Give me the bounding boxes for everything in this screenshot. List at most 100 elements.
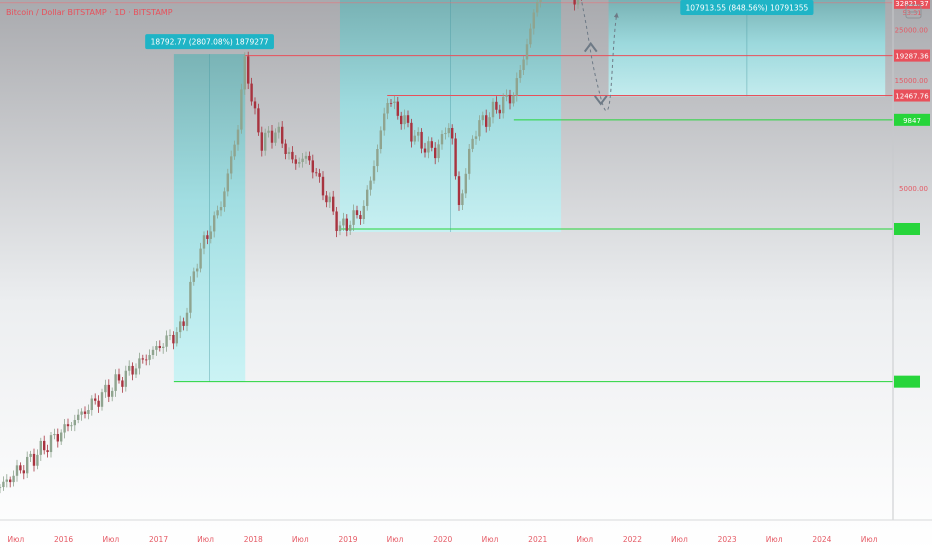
zone-label-box: [680, 0, 814, 15]
candle-body: [454, 138, 457, 177]
candle-body: [243, 56, 246, 90]
candle-body: [345, 218, 348, 231]
candle-body: [179, 321, 182, 333]
candle-body: [39, 440, 42, 455]
candle-body: [491, 101, 495, 118]
candle-body: [5, 479, 8, 482]
candle-body: [250, 83, 253, 102]
time-tick-label: 2023: [718, 535, 737, 544]
zone-labels: 18792.77 (2807.08%) 187927761598.53 (187…: [145, 0, 814, 50]
candle-body: [213, 215, 216, 232]
candle-body: [189, 281, 192, 313]
candle-body: [430, 141, 433, 148]
candle-body: [400, 115, 403, 125]
candle-body: [165, 335, 168, 347]
candle-body: [478, 120, 481, 137]
candle-body: [539, 0, 542, 2]
candle-body: [247, 56, 250, 84]
zone-label-3: 107913.55 (848.56%) 10791355: [686, 4, 809, 13]
level-green-mid-label: 9847: [903, 117, 921, 125]
time-axis[interactable]: Июл 2016 Июл 2017 Июл 2018 Июл 2019 Июл 2020 Июл 20…: [0, 519, 932, 544]
candle-body: [60, 432, 63, 442]
candle-body: [155, 345, 158, 350]
candle-body: [117, 374, 121, 381]
candle-body: [185, 312, 189, 326]
candle-body: [410, 122, 413, 142]
candle-body: [121, 380, 124, 387]
candle-body: [206, 235, 209, 239]
zone-label-1: 18792.77 (2807.08%) 1879277: [151, 38, 269, 47]
candle-body: [325, 195, 328, 203]
candle-body: [383, 113, 386, 131]
candle-body: [525, 44, 529, 60]
candle-body: [379, 130, 382, 150]
candle-body: [219, 207, 223, 211]
time-tick-label: Июл: [671, 535, 688, 544]
candle-body: [270, 130, 274, 143]
candle-body: [349, 224, 352, 231]
candle-body: [226, 173, 229, 192]
candle-body: [294, 159, 297, 164]
candle-body: [43, 440, 46, 451]
candle-body: [80, 411, 83, 415]
candle-body: [100, 392, 104, 407]
candle-body: [519, 69, 522, 79]
candle-body: [12, 475, 15, 483]
candle-body: [498, 109, 501, 114]
candle-body: [495, 101, 498, 110]
candle-body: [49, 435, 53, 453]
settings-icon[interactable]: [905, 4, 922, 19]
candle-body: [376, 149, 379, 167]
candle-body: [396, 101, 399, 116]
candle-body: [138, 358, 141, 369]
candle-body: [311, 160, 314, 173]
candle-body: [417, 131, 420, 136]
candle-body: [73, 419, 76, 426]
candle-body: [66, 424, 70, 427]
candle-body: [128, 365, 131, 371]
projection-dashed-path[interactable]: [581, 2, 619, 112]
candle-body: [90, 398, 93, 411]
candle-body: [434, 147, 437, 159]
candle-body: [233, 144, 236, 157]
candle-body: [15, 465, 19, 476]
candle-body: [573, 0, 576, 5]
candle-body: [502, 96, 505, 114]
projection-chevron: [593, 95, 608, 106]
candle-body: [199, 248, 202, 269]
current-price-badge: [894, 0, 930, 9]
level-red-mid-badge: [894, 89, 930, 102]
candle-body: [522, 59, 525, 70]
time-tick-label: 2020: [433, 535, 452, 544]
candle-body: [148, 354, 151, 360]
candle-body: [277, 126, 280, 133]
candle-body: [151, 349, 155, 355]
candle-body: [104, 384, 107, 393]
candle-body: [182, 321, 185, 326]
candle-body: [457, 176, 461, 206]
candle-body: [26, 456, 29, 474]
candle-body: [335, 211, 338, 232]
projection-chevron: [583, 41, 598, 53]
candle-body: [53, 434, 56, 436]
time-tick-label: 2016: [54, 535, 73, 544]
candle-body: [168, 334, 172, 336]
candle-body: [576, 0, 580, 5]
candle-body: [19, 465, 22, 471]
candle-body: [162, 346, 165, 349]
candle-body: [131, 365, 134, 375]
time-tick-label: Июл: [292, 535, 309, 544]
time-tick-label: Июл: [197, 535, 214, 544]
candle-body: [141, 358, 144, 360]
candle-body: [175, 332, 178, 344]
price-tick-label: 25000.00: [895, 27, 928, 35]
candle-body: [342, 218, 345, 226]
candle-body: [481, 115, 484, 121]
candle-body: [284, 143, 287, 155]
candle-body: [97, 400, 100, 407]
candle-body: [291, 151, 294, 160]
candle-body: [63, 424, 66, 433]
